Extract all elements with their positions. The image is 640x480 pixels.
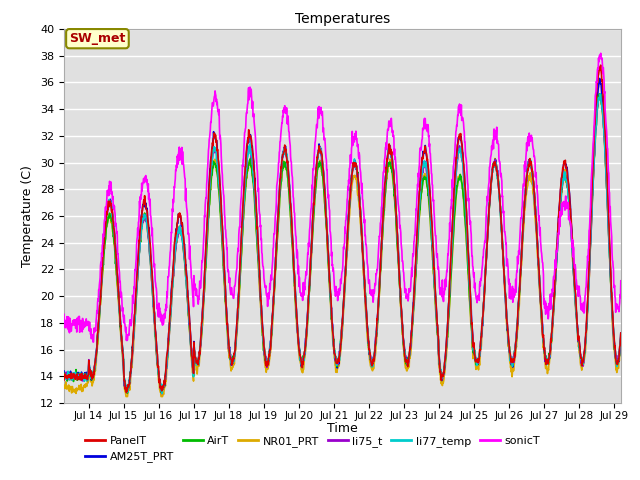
PanelT bbox=[463, 220, 470, 226]
li75_t bbox=[617, 335, 625, 341]
sonicT bbox=[90, 339, 97, 345]
AirT bbox=[60, 370, 68, 376]
sonicT bbox=[252, 152, 260, 157]
NR01_PRT bbox=[617, 342, 625, 348]
li77_temp bbox=[158, 391, 166, 396]
NR01_PRT bbox=[318, 169, 326, 175]
AM25T_PRT bbox=[598, 97, 606, 103]
Legend: PanelT, AM25T_PRT, AirT, NR01_PRT, li75_t, li77_temp, sonicT: PanelT, AM25T_PRT, AirT, NR01_PRT, li75_… bbox=[81, 432, 545, 467]
PanelT bbox=[617, 330, 625, 336]
AM25T_PRT bbox=[252, 206, 260, 212]
PanelT bbox=[60, 377, 68, 383]
AM25T_PRT bbox=[596, 76, 604, 82]
sonicT bbox=[463, 166, 470, 171]
AM25T_PRT bbox=[318, 153, 326, 159]
AM25T_PRT bbox=[525, 157, 533, 163]
li77_temp bbox=[596, 91, 604, 96]
AirT bbox=[598, 110, 606, 116]
li75_t bbox=[252, 213, 260, 218]
li75_t bbox=[60, 374, 68, 380]
li77_temp bbox=[252, 213, 260, 218]
sonicT bbox=[525, 134, 533, 140]
Line: AirT: AirT bbox=[64, 94, 621, 393]
li77_temp bbox=[385, 149, 392, 155]
AirT bbox=[617, 335, 625, 340]
PanelT bbox=[122, 390, 130, 396]
AM25T_PRT bbox=[124, 388, 132, 394]
Line: AM25T_PRT: AM25T_PRT bbox=[64, 79, 621, 391]
AirT bbox=[595, 91, 603, 97]
AirT bbox=[318, 167, 326, 172]
PanelT bbox=[252, 209, 260, 215]
Line: li75_t: li75_t bbox=[64, 95, 621, 394]
PanelT bbox=[598, 83, 606, 89]
NR01_PRT bbox=[598, 110, 606, 116]
PanelT bbox=[385, 146, 392, 152]
AM25T_PRT bbox=[463, 219, 470, 225]
AirT bbox=[525, 161, 533, 167]
AirT bbox=[385, 160, 392, 166]
PanelT bbox=[318, 151, 326, 157]
li77_temp bbox=[463, 224, 470, 230]
sonicT bbox=[60, 312, 68, 317]
sonicT bbox=[617, 278, 625, 284]
Line: PanelT: PanelT bbox=[64, 65, 621, 393]
sonicT bbox=[598, 64, 606, 70]
NR01_PRT bbox=[525, 173, 533, 179]
NR01_PRT bbox=[122, 394, 130, 399]
NR01_PRT bbox=[252, 227, 260, 232]
PanelT bbox=[525, 156, 533, 162]
li75_t bbox=[598, 106, 606, 111]
li77_temp bbox=[60, 374, 68, 380]
Line: NR01_PRT: NR01_PRT bbox=[64, 94, 621, 396]
li75_t bbox=[596, 92, 604, 98]
AM25T_PRT bbox=[617, 330, 625, 336]
sonicT bbox=[597, 50, 605, 56]
li75_t bbox=[463, 227, 470, 233]
li77_temp bbox=[318, 152, 326, 158]
li77_temp bbox=[525, 161, 533, 167]
AirT bbox=[252, 228, 260, 233]
Y-axis label: Temperature (C): Temperature (C) bbox=[22, 165, 35, 267]
li75_t bbox=[525, 159, 533, 165]
AirT bbox=[124, 390, 131, 396]
NR01_PRT bbox=[463, 245, 470, 251]
li77_temp bbox=[617, 335, 625, 341]
NR01_PRT bbox=[60, 385, 68, 391]
li77_temp bbox=[598, 109, 606, 115]
sonicT bbox=[385, 119, 392, 125]
AM25T_PRT bbox=[385, 147, 392, 153]
AM25T_PRT bbox=[60, 368, 68, 374]
Title: Temperatures: Temperatures bbox=[295, 12, 390, 26]
Text: SW_met: SW_met bbox=[69, 32, 125, 45]
Line: li77_temp: li77_temp bbox=[64, 94, 621, 394]
sonicT bbox=[318, 112, 326, 118]
PanelT bbox=[597, 62, 605, 68]
Line: sonicT: sonicT bbox=[64, 53, 621, 342]
NR01_PRT bbox=[596, 91, 604, 97]
li75_t bbox=[318, 158, 326, 164]
li75_t bbox=[385, 146, 392, 152]
X-axis label: Time: Time bbox=[327, 422, 358, 435]
NR01_PRT bbox=[385, 161, 392, 167]
li75_t bbox=[158, 391, 166, 396]
AirT bbox=[463, 244, 470, 250]
